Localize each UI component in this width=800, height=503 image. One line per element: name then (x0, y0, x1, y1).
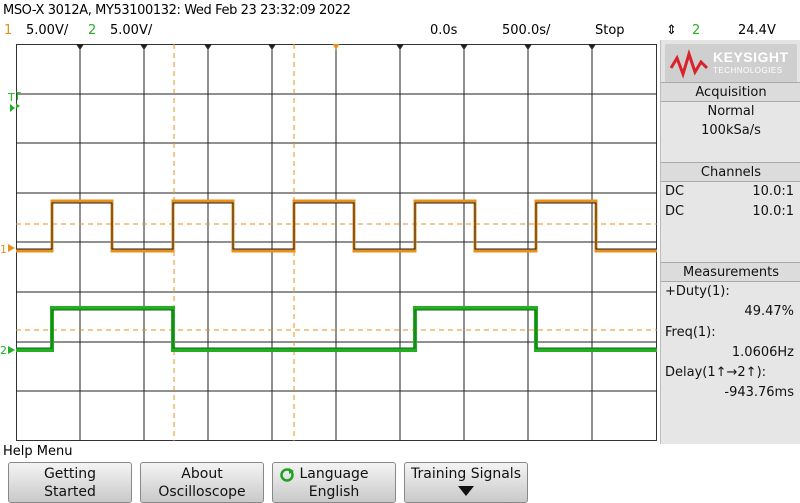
time-markers (76, 43, 596, 50)
softkey-1-line2: Started (44, 484, 96, 500)
ch2-probe: 10.0:1 (752, 204, 794, 219)
softkey-bar: Getting Started About Oscilloscope Langu… (0, 462, 800, 503)
instrument-title: MSO-X 3012A, MY53100132: Wed Feb 23 23:3… (3, 3, 351, 18)
help-menu-label: Help Menu (3, 444, 73, 459)
trigger-position-marker (332, 43, 340, 50)
softkey-3-line1: Language (299, 466, 369, 482)
softkey-4-line1: Training Signals (411, 466, 521, 482)
training-signals-button[interactable]: Training Signals (404, 462, 528, 503)
ch2-coupling: DC (665, 204, 685, 219)
softkey-2-line2: Oscilloscope (158, 484, 246, 500)
softkey-3-line2: English (308, 484, 360, 500)
meas-freq-label: Freq(1): (665, 325, 716, 340)
trigger-channel[interactable]: 2 (692, 23, 701, 38)
meas-duty-value: 49.47% (744, 304, 794, 319)
trigger-level-marker: T (16, 90, 21, 103)
brand-logo: KEYSIGHT TECHNOLOGIES (661, 40, 800, 88)
about-oscilloscope-button[interactable]: About Oscilloscope (140, 462, 264, 503)
ch1-coupling: DC (665, 184, 685, 199)
brand-sub: TECHNOLOGIES (713, 66, 783, 75)
time-delay[interactable]: 0.0s (430, 23, 458, 38)
rotate-icon (280, 468, 294, 482)
meas-delay-label: Delay(1↑→2↑): (665, 365, 767, 380)
channels-header[interactable]: Channels (661, 162, 800, 182)
status-bar: 1 5.00V/ 2 5.00V/ 0.0s 500.0s/ Stop ⇕ 2 … (0, 20, 800, 42)
ch1-marker-text[interactable]: 1 (0, 243, 7, 256)
meas-freq-value: 1.0606Hz (731, 345, 794, 360)
waveform-display[interactable]: T 1 2 (0, 43, 657, 441)
ch2-marker-text[interactable]: 2 (0, 344, 7, 357)
getting-started-button[interactable]: Getting Started (8, 462, 132, 503)
ch2-arrow-icon (8, 346, 15, 354)
language-button[interactable]: Language English (272, 462, 396, 503)
trigger-level[interactable]: 24.4V (738, 23, 776, 38)
ch1-arrow-icon (8, 244, 15, 252)
trigger-arrow-icon (10, 104, 15, 112)
acquisition-header[interactable]: Acquisition (661, 82, 800, 102)
ch2-number[interactable]: 2 (88, 23, 97, 38)
brand-name: KEYSIGHT (713, 49, 789, 65)
down-arrow-icon (458, 486, 474, 496)
trigger-marker-text: T (7, 91, 15, 104)
softkey-2-line1: About (181, 466, 223, 482)
side-panel: KEYSIGHT TECHNOLOGIES Acquisition Normal… (660, 40, 800, 444)
title-bar: MSO-X 3012A, MY53100132: Wed Feb 23 23:3… (0, 0, 800, 20)
acquisition-mode: Normal (707, 104, 755, 119)
time-scale[interactable]: 500.0s/ (502, 23, 551, 38)
meas-delay-value: -943.76ms (724, 385, 794, 400)
ch1-scale[interactable]: 5.00V/ (26, 23, 69, 38)
meas-duty-label: +Duty(1): (665, 284, 730, 299)
ground-marker-column: T 1 2 (0, 91, 15, 357)
keysight-logo-icon (665, 44, 797, 84)
ch2-scale[interactable]: 5.00V/ (110, 23, 153, 38)
trigger-slope-icon: ⇕ (666, 23, 677, 38)
run-state[interactable]: Stop (595, 23, 625, 38)
softkey-1-line1: Getting (43, 466, 97, 482)
measurements-header[interactable]: Measurements (661, 262, 800, 282)
ch1-probe: 10.0:1 (752, 184, 794, 199)
acquisition-rate: 100kSa/s (701, 123, 761, 138)
waveform-svg: T 1 2 (0, 43, 657, 441)
ch1-number[interactable]: 1 (4, 23, 13, 38)
